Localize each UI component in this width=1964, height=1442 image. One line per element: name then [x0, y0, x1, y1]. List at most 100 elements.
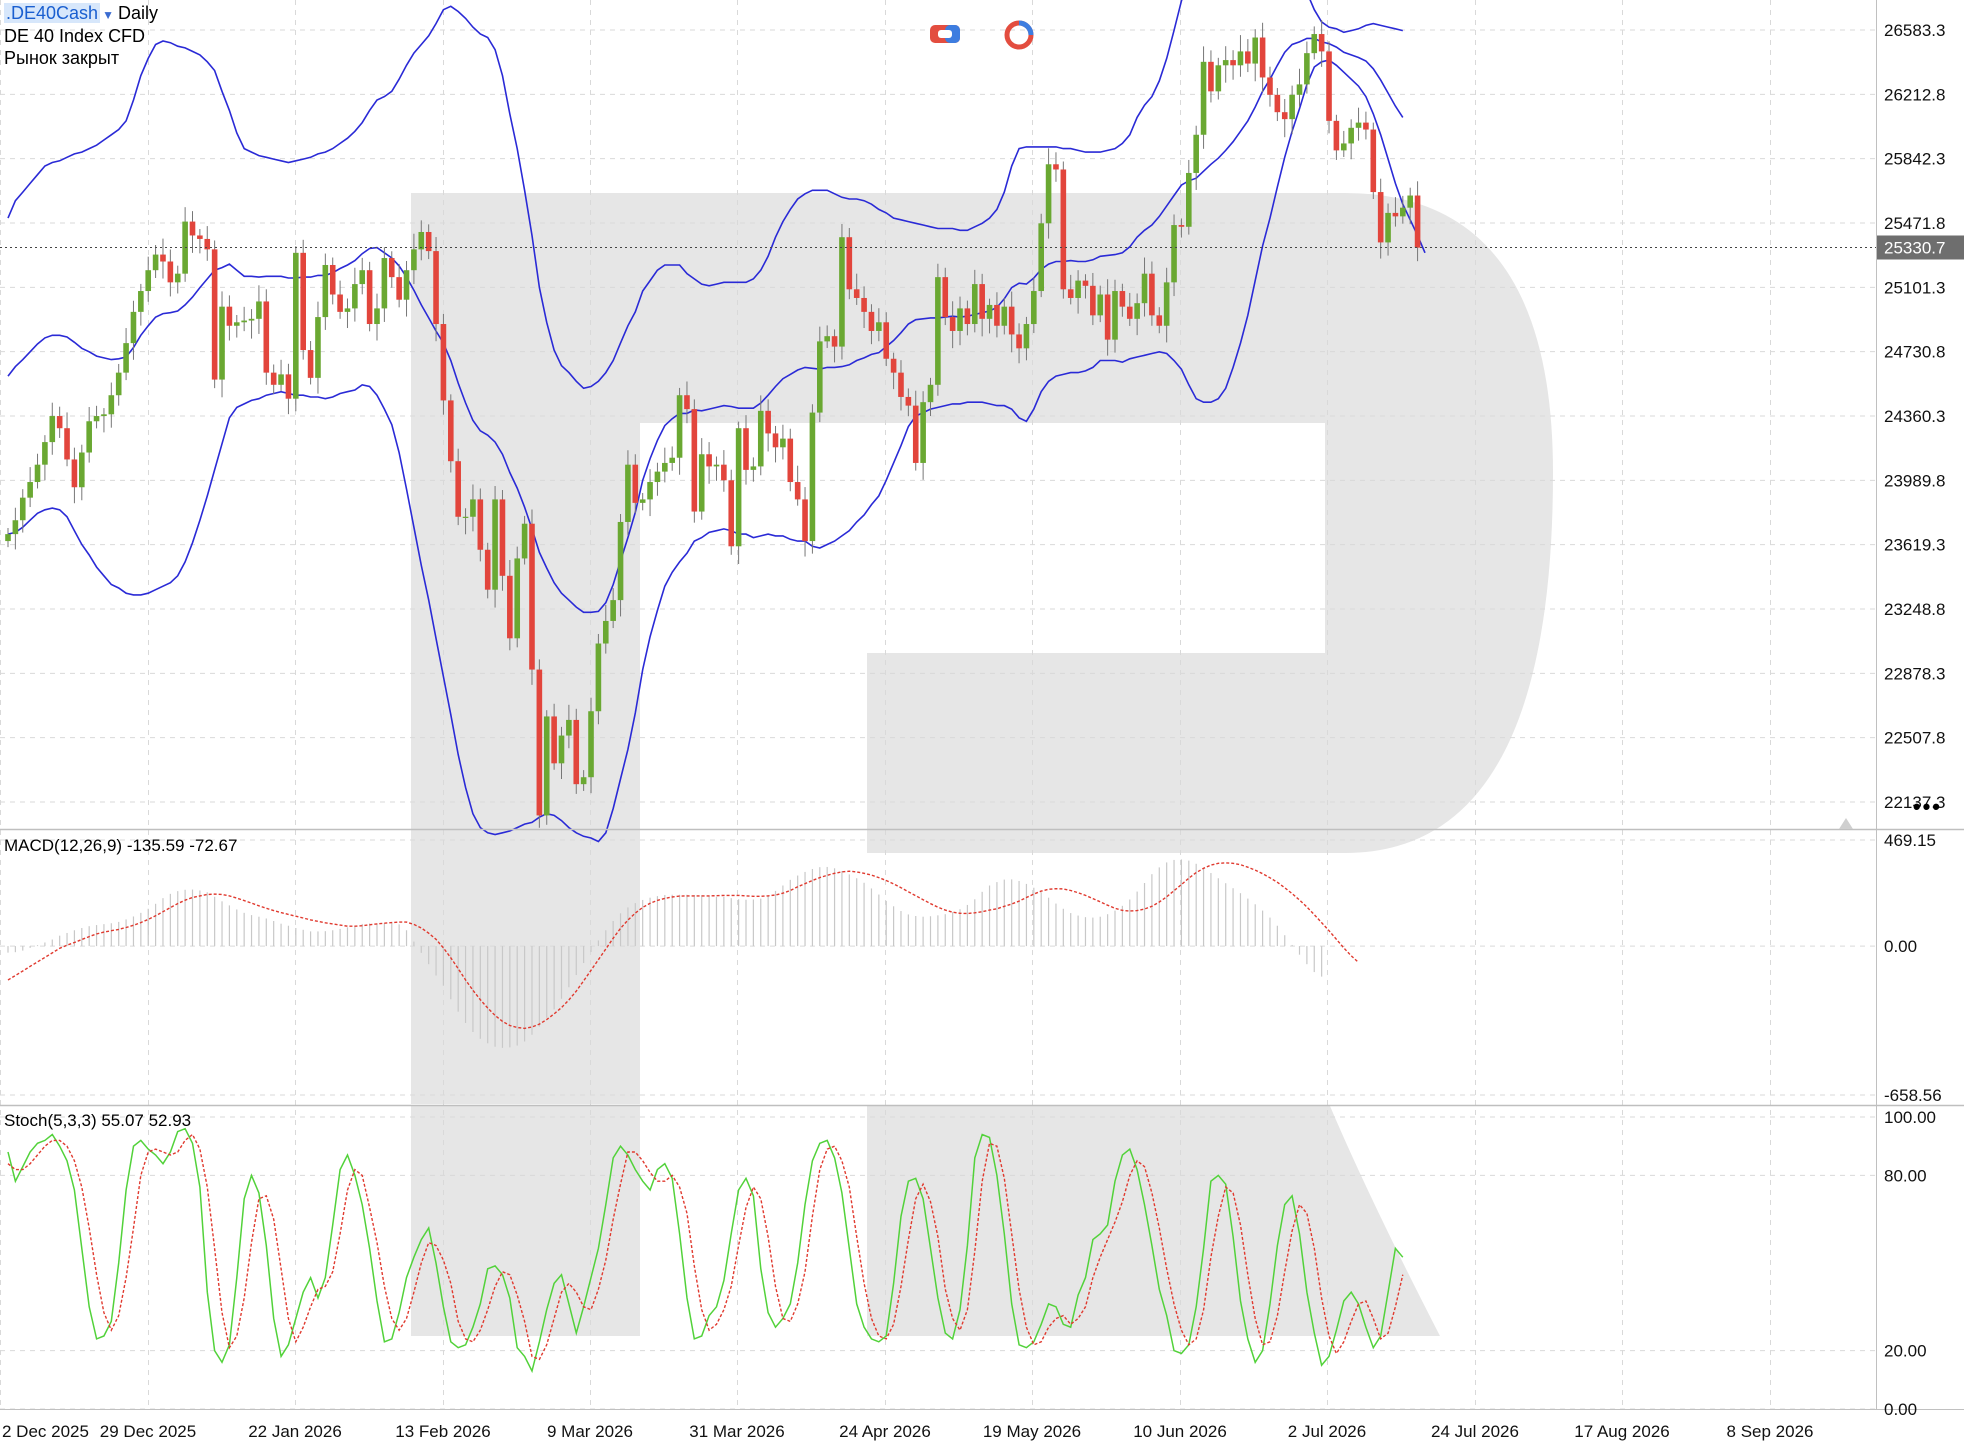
candle-body: [676, 395, 683, 458]
candle-body: [1016, 334, 1022, 349]
price-tick-label: 26212.8: [1884, 85, 1945, 104]
candle-body: [994, 304, 1000, 326]
macd-tick-label: -658.56: [1884, 1086, 1942, 1105]
candle-body: [647, 482, 653, 500]
more-options-icon[interactable]: •••: [1912, 794, 1942, 819]
ticker-label[interactable]: .DE40Cash: [4, 3, 101, 23]
x-tick-label: 8 Sep 2026: [1727, 1422, 1814, 1441]
candle-body: [241, 320, 247, 323]
candle-body: [713, 464, 720, 467]
candle-body: [706, 454, 712, 467]
candle-body: [669, 457, 675, 463]
candle-body: [927, 384, 934, 403]
bb-middle-line: [7, 37, 1404, 614]
candle-body: [462, 516, 469, 518]
candle-body: [1340, 143, 1347, 151]
watermark-stem: [411, 1106, 640, 1336]
candle-body: [802, 499, 808, 542]
candle-body: [602, 620, 609, 644]
candle-body: [839, 237, 845, 347]
candle-body: [898, 372, 904, 397]
candle-body: [905, 396, 912, 406]
candle-body: [846, 237, 853, 290]
price-tick-label: 22137.3: [1884, 793, 1945, 812]
price-tick-label: 25842.3: [1884, 150, 1945, 169]
candle-body: [949, 317, 956, 331]
candle-body: [315, 317, 321, 378]
candle-body: [728, 480, 735, 547]
timeframe-label[interactable]: Daily: [117, 3, 158, 23]
candle-body: [499, 499, 506, 576]
candle-body: [256, 301, 262, 319]
candle-body: [1208, 61, 1214, 92]
candle-body: [425, 231, 432, 252]
candle-body: [780, 438, 786, 448]
candle-body: [396, 277, 402, 300]
candle-body: [1023, 324, 1030, 349]
candle-body: [1304, 53, 1310, 85]
candle-body: [1149, 273, 1155, 316]
candle-body: [27, 482, 33, 498]
candle-body: [964, 308, 971, 325]
candle-body: [1075, 280, 1081, 298]
candle-body: [160, 254, 166, 262]
stoch-tick-label: 80.00: [1884, 1166, 1927, 1185]
panel-dividers[interactable]: [0, 818, 1964, 1107]
candle-body: [1053, 164, 1059, 170]
candle-body: [219, 306, 225, 380]
candle-body: [1112, 291, 1118, 340]
candle-body: [573, 719, 580, 785]
candle-body: [920, 402, 926, 463]
candle-body: [912, 405, 919, 463]
candle-body: [639, 499, 646, 503]
candle-body: [698, 454, 705, 512]
candle-body: [1067, 289, 1074, 298]
candle-body: [625, 464, 631, 522]
candle-body: [1237, 51, 1244, 66]
current-price-tag: 25330.7: [0, 235, 1964, 260]
candle-body: [138, 291, 144, 312]
candle-body: [1377, 192, 1384, 243]
candle-body: [1259, 37, 1266, 78]
candle-body: [477, 499, 484, 550]
price-tick-label: 25101.3: [1884, 278, 1945, 297]
candle-body: [108, 395, 115, 415]
candle-body: [42, 442, 48, 465]
candle-body: [101, 414, 107, 417]
stoch-k-line: [7, 1127, 1404, 1374]
candle-body: [1090, 285, 1096, 316]
candle-body: [152, 254, 159, 271]
x-tick-label: 19 May 2026: [983, 1422, 1081, 1441]
symbol-selector[interactable]: .DE40Cash ▼ Daily: [4, 3, 158, 24]
x-tick-label: 2 Dec 2025: [2, 1422, 89, 1441]
candle-body: [211, 249, 218, 380]
candle-body: [787, 438, 794, 483]
record-icon[interactable]: [929, 22, 961, 46]
candle-body: [248, 318, 255, 321]
chevron-down-icon[interactable]: ▼: [102, 8, 114, 22]
candle-body: [433, 251, 439, 325]
x-tick-label: 29 Dec 2025: [100, 1422, 196, 1441]
candle-body: [300, 252, 306, 351]
candle-body: [79, 452, 85, 488]
candle-body: [418, 231, 425, 250]
candle-body: [1126, 306, 1133, 319]
candle-body: [440, 324, 447, 401]
candle-body: [1252, 37, 1259, 64]
candle-body: [1274, 94, 1281, 113]
candle-body: [484, 549, 491, 590]
candle-body: [388, 258, 395, 278]
candle-body: [115, 372, 122, 396]
price-tick-label: 22878.3: [1884, 664, 1945, 683]
candle-body: [684, 395, 690, 410]
candle-body: [772, 433, 779, 448]
refresh-icon[interactable]: [1004, 20, 1034, 50]
candle-body: [145, 270, 152, 292]
candle-body: [1333, 120, 1340, 151]
candle-body: [1178, 225, 1185, 227]
candle-body: [1370, 129, 1377, 193]
candle-body: [1134, 303, 1140, 319]
candle-body: [1392, 212, 1399, 217]
